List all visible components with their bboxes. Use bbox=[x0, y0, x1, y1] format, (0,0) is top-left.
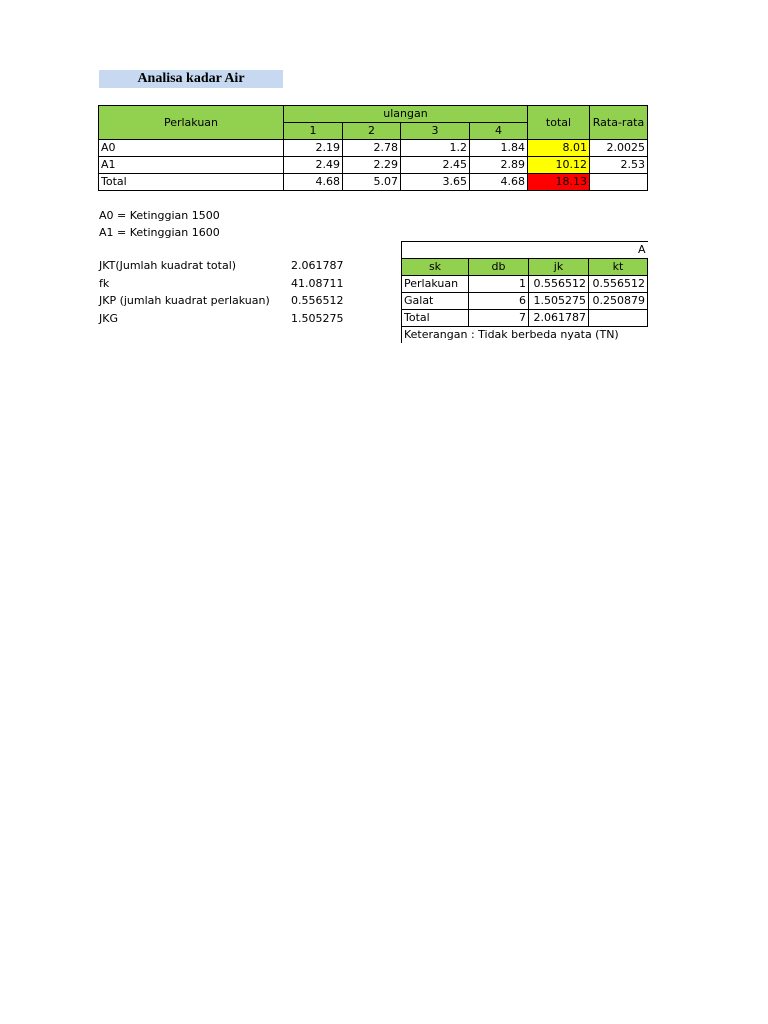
row-label: A1 bbox=[98, 156, 284, 174]
cell: 1.505275 bbox=[528, 292, 589, 310]
header-db: db bbox=[468, 258, 529, 276]
cell: Perlakuan bbox=[401, 275, 469, 293]
rata-cell: 2.53 bbox=[589, 156, 648, 174]
table-row: A1 2.49 2.29 2.45 2.89 10.12 2.53 bbox=[98, 156, 648, 174]
cell: 2.061787 bbox=[528, 309, 589, 327]
calc-value: 41.08711 bbox=[291, 277, 344, 290]
total-cell: 10.12 bbox=[527, 156, 590, 174]
cell: 1.84 bbox=[469, 139, 528, 157]
calc-value: 2.061787 bbox=[291, 259, 344, 272]
anova-title: A bbox=[400, 241, 648, 259]
header-rata-rata: Rata-rata bbox=[589, 105, 648, 140]
header-ulangan: ulangan bbox=[283, 105, 528, 123]
cell: 7 bbox=[468, 309, 529, 327]
calc-label: JKP (jumlah kuadrat perlakuan) bbox=[99, 294, 270, 307]
header-ulangan-2: 2 bbox=[342, 122, 401, 140]
calc-label: fk bbox=[99, 277, 110, 290]
cell: 2.45 bbox=[400, 156, 470, 174]
cell: 0.556512 bbox=[528, 275, 589, 293]
cell: 0.250879 bbox=[587, 292, 649, 310]
cell: 2.29 bbox=[342, 156, 401, 174]
sheet-title: Analisa kadar Air bbox=[99, 70, 283, 88]
row-label: A0 bbox=[98, 139, 284, 157]
cell: 4.68 bbox=[469, 173, 528, 191]
calc-value: 0.556512 bbox=[291, 294, 344, 307]
anova-note: Keterangan : Tidak berbeda nyata (TN) bbox=[400, 326, 648, 343]
cell: 4.68 bbox=[283, 173, 343, 191]
cell: Galat bbox=[401, 292, 469, 310]
header-ulangan-4: 4 bbox=[469, 122, 528, 140]
calc-label: JKG bbox=[99, 312, 118, 325]
header-jk: jk bbox=[528, 258, 589, 276]
cell: 1 bbox=[468, 275, 529, 293]
anova-table: A sk db jk kt Perlakuan 1 0.556512 0.556512 Ga… bbox=[400, 241, 649, 343]
cell: 3.65 bbox=[400, 173, 470, 191]
cell: 0.556512 bbox=[587, 275, 649, 293]
header-ulangan-3: 3 bbox=[400, 122, 470, 140]
cell: 2.89 bbox=[469, 156, 528, 174]
header-total: total bbox=[527, 105, 590, 140]
table-row: A0 2.19 2.78 1.2 1.84 8.01 2.0025 bbox=[98, 139, 648, 157]
cell: 1.2 bbox=[400, 139, 470, 157]
legend-a1: A1 = Ketinggian 1600 bbox=[99, 226, 220, 239]
cell: 6 bbox=[468, 292, 529, 310]
cell: Total bbox=[401, 309, 469, 327]
rata-cell: 2.0025 bbox=[589, 139, 648, 157]
cell bbox=[587, 309, 649, 327]
cell: 5.07 bbox=[342, 173, 401, 191]
total-cell: 8.01 bbox=[527, 139, 590, 157]
calc-label: JKT(Jumlah kuadrat total) bbox=[99, 259, 237, 272]
legend-a0: A0 = Ketinggian 1500 bbox=[99, 209, 220, 222]
table-row: Total 4.68 5.07 3.65 4.68 18.13 bbox=[98, 173, 648, 191]
rata-cell bbox=[589, 173, 648, 191]
table-row: Total 7 2.061787 bbox=[401, 309, 649, 327]
header-kt: kt bbox=[587, 258, 649, 276]
table-row: Perlakuan 1 0.556512 0.556512 bbox=[401, 275, 649, 293]
header-sk: sk bbox=[401, 258, 469, 276]
cell: 2.49 bbox=[283, 156, 343, 174]
header-perlakuan: Perlakuan bbox=[98, 105, 284, 140]
grand-total-cell: 18.13 bbox=[527, 173, 590, 191]
cell: 2.78 bbox=[342, 139, 401, 157]
header-ulangan-1: 1 bbox=[283, 122, 343, 140]
table-row: Galat 6 1.505275 0.250879 bbox=[401, 292, 649, 310]
calc-value: 1.505275 bbox=[291, 312, 344, 325]
cell: 2.19 bbox=[283, 139, 343, 157]
row-label: Total bbox=[98, 173, 284, 191]
